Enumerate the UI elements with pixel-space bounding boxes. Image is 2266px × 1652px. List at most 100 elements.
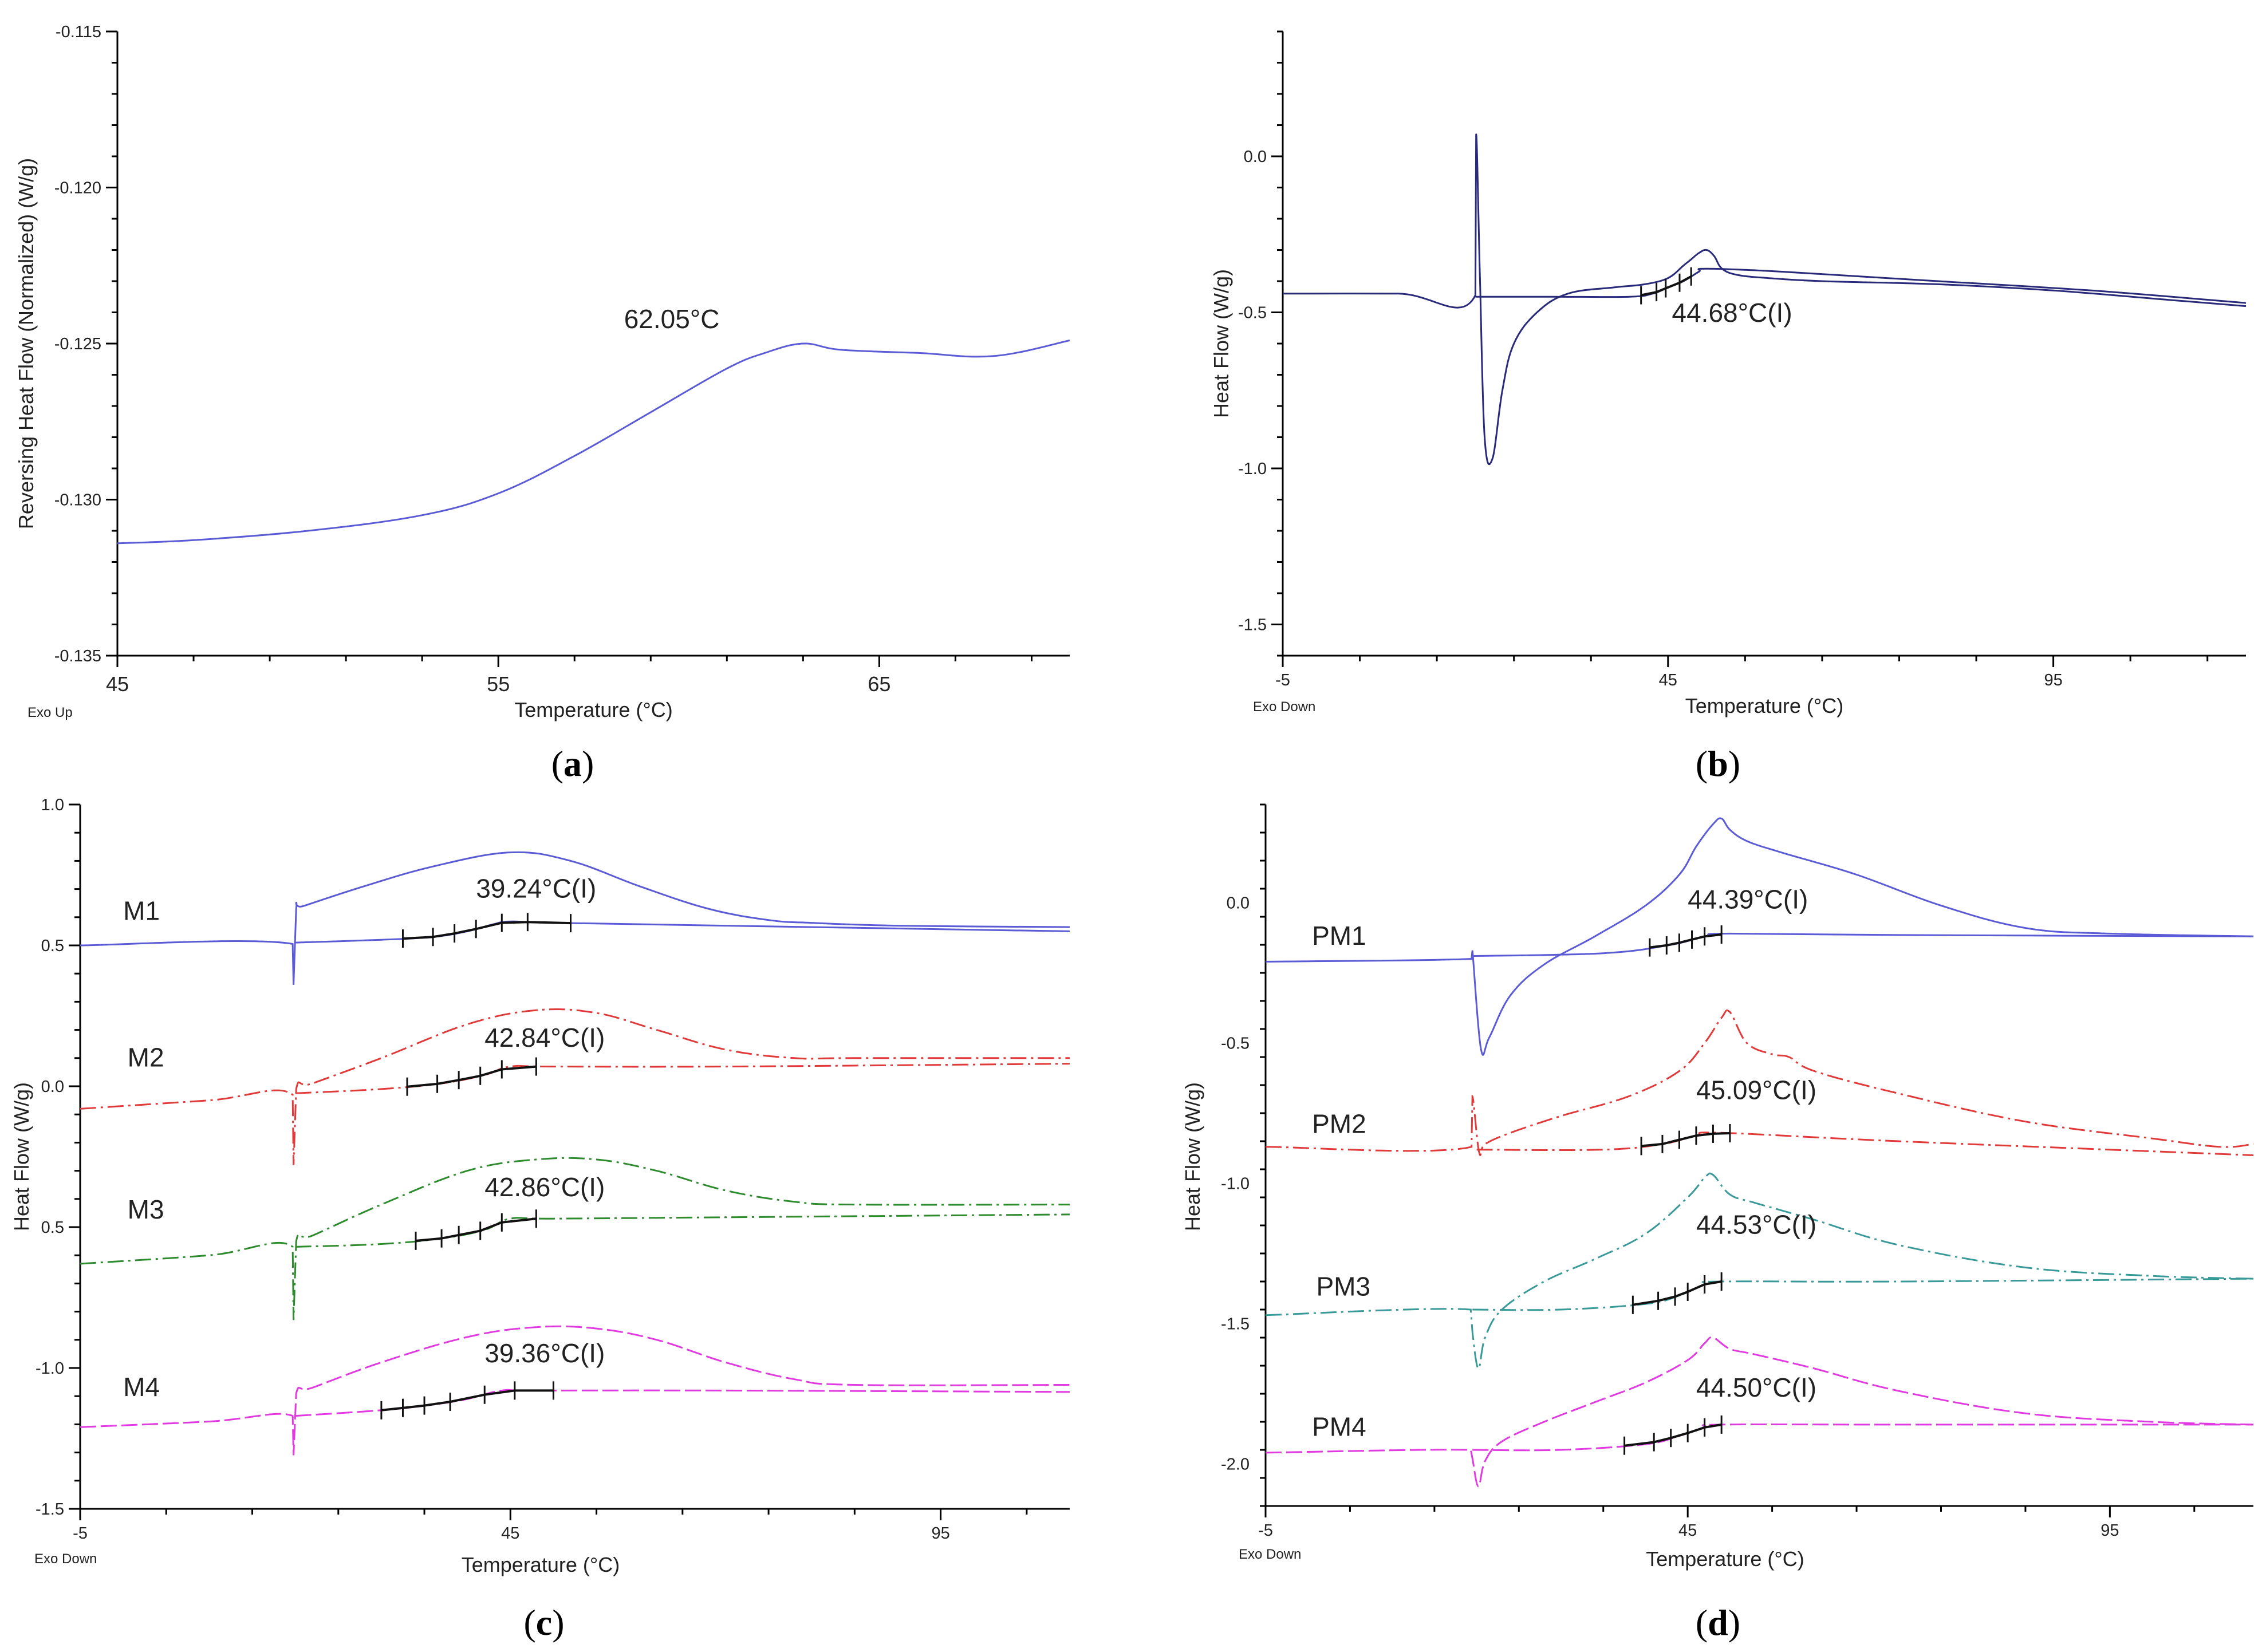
chart-d: -5 45 95 0.0 -0.5 -1.0 -1.5 -2.0 Temperature (°C… (1181, 803, 2253, 1643)
series-label: M4 (123, 1372, 160, 1402)
y-tick-label: -1.5 (1221, 1315, 1250, 1334)
transition-annotation: 45.09°C(I) (1696, 1075, 1816, 1105)
series-line-pm4-base (1472, 1424, 2253, 1452)
x-tick-label: 95 (2101, 1521, 2119, 1540)
x-tick-label: -5 (1258, 1521, 1273, 1540)
transition-annotation: 44.50°C(I) (1696, 1373, 1816, 1402)
y-tick-label: -0.135 (54, 647, 101, 665)
x-axis-label: Temperature (°C) (514, 698, 672, 721)
y-tick-label: -0.120 (54, 179, 101, 198)
y-tick-label: -2.0 (1221, 1456, 1250, 1474)
exo-direction-label: Exo Down (1239, 1547, 1301, 1562)
series-label: M2 (128, 1043, 164, 1073)
y-tick-label: 0.0 (41, 1078, 64, 1096)
series-line-m3-base (295, 1213, 1070, 1248)
series-line-pm4 (1266, 1336, 2253, 1488)
x-axis-label: Temperature (°C) (1646, 1547, 1804, 1571)
transition-annotation: 42.84°C(I) (484, 1023, 605, 1052)
y-tick-label: -0.115 (56, 23, 101, 41)
exo-direction-label: Exo Down (34, 1551, 97, 1567)
series-line-pm2 (1266, 1009, 2253, 1157)
x-tick-label: 45 (1678, 1521, 1697, 1540)
series-label: PM1 (1312, 921, 1366, 951)
analysis-baseline (1649, 933, 1722, 949)
x-tick-label: -5 (73, 1524, 88, 1543)
analysis-baseline (1624, 1423, 1722, 1447)
series-label: PM4 (1312, 1412, 1366, 1442)
transition-annotation: 44.53°C(I) (1696, 1210, 1816, 1240)
exo-direction-label: Exo Up (27, 705, 73, 720)
transition-annotation: 39.24°C(I) (476, 873, 596, 903)
transition-annotation: 44.68°C(I) (1672, 298, 1792, 328)
analysis-baseline (1641, 1132, 1730, 1148)
series-line-m4 (80, 1325, 1070, 1456)
series-label: PM3 (1316, 1272, 1370, 1302)
subfigure-label: (d) (1696, 1602, 1740, 1643)
series-line-m3 (80, 1157, 1070, 1320)
series-line-m1 (80, 851, 1070, 985)
y-tick-label: 0.5 (41, 1219, 64, 1237)
x-tick-label: 55 (487, 672, 510, 696)
series-label: M1 (123, 896, 160, 926)
x-tick-label: 95 (2044, 671, 2062, 689)
x-tick-label: -5 (1275, 671, 1290, 689)
transition-annotation: 62.05°C (624, 304, 720, 334)
x-tick-label: 45 (106, 672, 129, 696)
transition-annotation: 39.36°C(I) (484, 1338, 605, 1368)
plot-area (80, 851, 1070, 1456)
x-axis-label: Temperature (°C) (462, 1553, 620, 1576)
subfigure-label: (b) (1696, 743, 1740, 784)
x-axis-label: Temperature (°C) (1685, 694, 1843, 717)
plot-area (1266, 817, 2253, 1488)
series-line-m4-base (295, 1389, 1070, 1417)
exo-direction-label: Exo Down (1253, 699, 1315, 715)
y-axis-label: Heat Flow (W/g) (1181, 1082, 1204, 1231)
series-line-m1-base (295, 920, 1070, 944)
y-tick-label: 0.0 (1227, 894, 1250, 913)
y-tick-label: -0.5 (1238, 304, 1267, 322)
y-tick-label: -0.5 (1221, 1035, 1250, 1053)
chart-a: 45 55 65 -0.135 -0.130 -0.125 -0.120 -0.115 Temp… (14, 23, 1070, 784)
series-label: PM2 (1312, 1109, 1366, 1138)
series-line-pm1 (1266, 817, 2253, 1056)
y-tick-label: 0.5 (41, 937, 64, 955)
transition-annotation: 44.39°C(I) (1688, 884, 1808, 914)
series-label: M3 (128, 1194, 164, 1224)
series-line-m2-base (295, 1063, 1070, 1094)
y-tick-label: 1.0 (41, 796, 64, 814)
y-tick-label: -1.5 (1238, 616, 1267, 634)
analysis-baseline (381, 1389, 554, 1412)
series-line-baseline (1475, 267, 2246, 304)
series-line-pm3-base (1472, 1278, 2253, 1311)
subfigure-label: (c) (523, 1602, 564, 1643)
y-tick-label: -0.130 (54, 491, 101, 510)
x-tick-label: 45 (501, 1524, 519, 1543)
subfigure-label: (a) (551, 743, 594, 784)
analysis-baseline (1632, 1280, 1722, 1306)
series-line-pm2-base (1476, 1131, 2253, 1156)
chart-b: -5 45 95 0.0 -0.5 -1.0 -1.5 Temperature (°C) Hea… (1209, 30, 2246, 784)
analysis-baseline (407, 1065, 537, 1088)
chart-c: -5 45 95 1.0 0.5 0.0 0.5 -1.0 -1.5 Temperature (°… (10, 796, 1070, 1643)
series-line-m2 (80, 1008, 1070, 1165)
y-axis-label: Reversing Heat Flow (Normalized) (W/g) (14, 158, 38, 529)
plot-area (1283, 133, 2246, 466)
series-line-reversing-heat-flow (117, 340, 1070, 545)
plot-area (117, 340, 1070, 545)
transition-annotation: 42.86°C(I) (484, 1172, 605, 1202)
x-tick-label: 95 (931, 1524, 949, 1543)
y-tick-label: -1.0 (1238, 460, 1267, 478)
x-tick-label: 45 (1659, 671, 1677, 689)
x-tick-label: 65 (868, 672, 890, 696)
y-axis-label: Heat Flow (W/g) (1209, 269, 1233, 418)
series-line-pm1-base (1472, 932, 2253, 957)
series-line-heating (1283, 133, 2246, 466)
y-tick-label: -1.0 (36, 1359, 64, 1378)
y-tick-label: 0.0 (1244, 148, 1267, 166)
series-line-pm3 (1266, 1172, 2253, 1370)
y-tick-label: -1.0 (1221, 1175, 1250, 1193)
y-tick-label: -0.125 (54, 335, 101, 353)
analysis-baseline (403, 921, 571, 940)
analysis-baseline (415, 1217, 537, 1242)
